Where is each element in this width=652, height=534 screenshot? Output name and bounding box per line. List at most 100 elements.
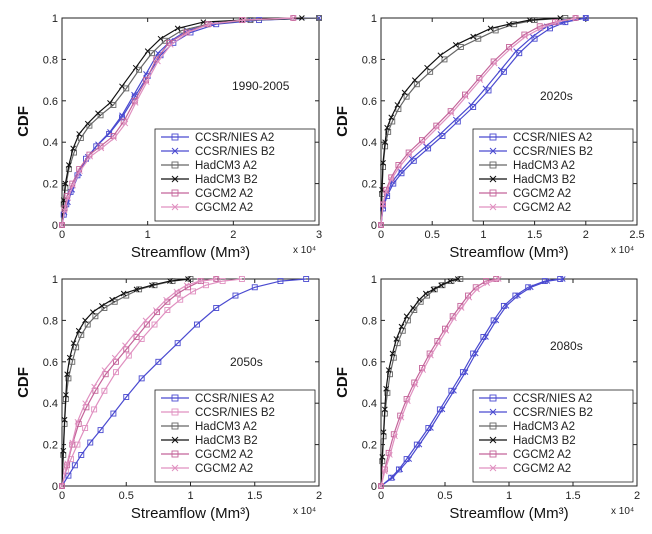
series-4 — [378, 276, 461, 489]
data-point — [485, 87, 492, 94]
data-point — [63, 392, 69, 398]
y-tick-label: 1 — [371, 274, 377, 286]
legend-item: HadCM3 A2 — [161, 160, 257, 172]
data-point — [95, 110, 101, 117]
data-point — [420, 139, 426, 146]
data-point — [60, 447, 67, 454]
data-point — [403, 313, 410, 320]
y-tick-label: 0.4 — [43, 398, 58, 410]
data-point — [493, 317, 500, 324]
data-point — [164, 307, 171, 313]
legend-item: HadCM3 B2 — [161, 435, 258, 447]
legend-item: CCSR/NIES B2 — [161, 146, 275, 158]
data-point — [133, 286, 140, 293]
y-axis-label: CDF — [334, 106, 351, 137]
x-tick-label: 0.5 — [425, 229, 440, 241]
data-point — [98, 303, 105, 309]
data-point — [410, 157, 417, 164]
y-tick-label: 0.8 — [43, 315, 58, 327]
legend-marker — [489, 147, 497, 155]
data-point — [167, 42, 174, 48]
legend-label: CGCM2 A2 — [195, 463, 253, 475]
period-label: 2080s — [550, 339, 583, 353]
data-point — [454, 118, 461, 125]
data-point — [513, 48, 520, 54]
data-point — [423, 143, 429, 150]
data-point — [411, 77, 418, 83]
y-axis-label: CDF — [15, 106, 32, 137]
data-point — [516, 50, 523, 57]
data-point — [441, 56, 448, 63]
y-tick-label: 1 — [371, 13, 377, 25]
legend-marker — [171, 450, 179, 458]
data-point — [379, 454, 386, 460]
legend-marker — [489, 394, 497, 402]
data-point — [380, 429, 387, 436]
data-point — [177, 296, 184, 303]
legend-label: HadCM3 A2 — [513, 421, 575, 433]
series-4 — [378, 15, 564, 228]
legend-marker — [171, 161, 179, 169]
data-point — [380, 201, 386, 208]
data-point — [431, 286, 438, 293]
data-point — [144, 48, 151, 54]
data-point — [119, 83, 125, 90]
data-point — [76, 131, 82, 137]
data-point — [487, 25, 494, 32]
legend-marker — [489, 161, 497, 169]
data-point — [101, 387, 108, 394]
series-line — [61, 17, 320, 226]
legend-label: CGCM2 A2 — [513, 449, 571, 461]
y-axis-label: CDF — [15, 367, 32, 398]
series-2 — [59, 276, 245, 489]
data-point — [84, 120, 91, 127]
y-tick-label: 0.6 — [362, 357, 377, 369]
data-point — [149, 282, 155, 289]
legend-item: HadCM3 A2 — [479, 421, 575, 433]
legend: CCSR/NIES A2 CCSR/NIES B2 HadCM3 A2 HadCM3 … — [154, 128, 316, 222]
data-point — [84, 321, 91, 328]
legend-item: CGCM2 A2 — [479, 202, 571, 214]
data-point — [454, 276, 461, 282]
y-tick-label: 0.2 — [43, 179, 58, 191]
data-point — [378, 222, 384, 228]
legend-label: HadCM3 A2 — [195, 160, 257, 172]
data-point — [185, 29, 191, 36]
data-point — [190, 288, 197, 295]
data-point — [290, 15, 297, 21]
data-point — [122, 342, 128, 349]
data-point — [434, 124, 441, 131]
data-point — [382, 139, 388, 146]
data-point — [388, 176, 395, 183]
data-point — [185, 276, 191, 282]
data-point — [202, 282, 209, 289]
data-point — [443, 327, 450, 334]
data-point — [425, 145, 432, 152]
data-point — [483, 334, 489, 340]
legend-item: CCSR/NIES B2 — [479, 407, 593, 419]
legend-label: CGCM2 A2 — [513, 463, 571, 475]
data-point — [69, 439, 76, 446]
x-tick-label: 2 — [634, 490, 640, 502]
data-point — [463, 93, 469, 100]
chart-panel-3: 0 0.5 1 1.5 2 0 0.2 0.4 0.6 0.8 1 2050s CCSR/NIES A2… — [15, 274, 322, 522]
legend-marker — [489, 133, 497, 141]
data-point — [213, 276, 220, 282]
data-point — [380, 160, 386, 166]
data-point — [554, 19, 560, 25]
legend-item: CGCM2 A2 — [161, 449, 253, 461]
data-point — [559, 276, 566, 282]
series-5 — [378, 276, 500, 489]
data-point — [70, 340, 77, 347]
data-point — [166, 39, 173, 46]
legend-item: CCSR/NIES B2 — [161, 407, 275, 419]
data-point — [91, 406, 98, 413]
legend-marker — [489, 203, 497, 211]
data-point — [173, 288, 180, 295]
x-axis-label: Streamflow (Mm³) — [449, 244, 568, 261]
legend-label: CCSR/NIES A2 — [195, 132, 274, 144]
data-point — [420, 367, 427, 373]
data-point — [107, 100, 113, 106]
data-point — [125, 352, 132, 359]
data-point — [378, 483, 384, 489]
